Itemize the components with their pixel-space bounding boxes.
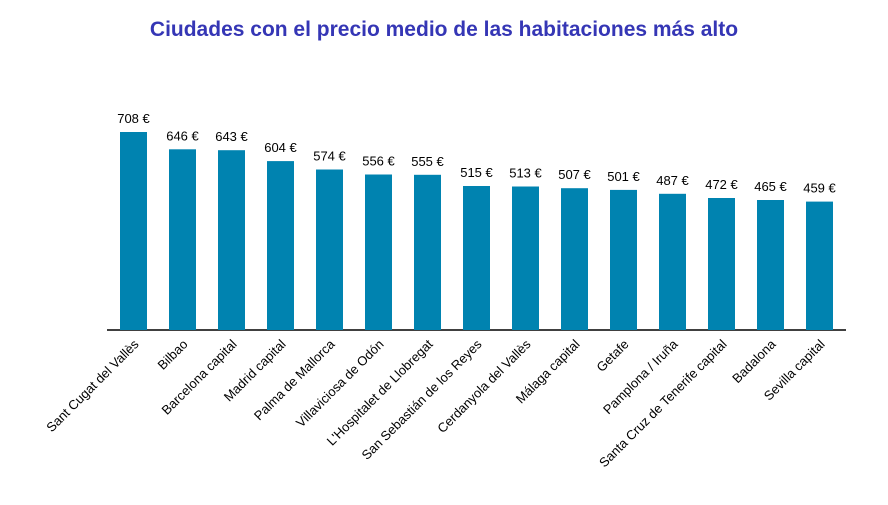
- x-tick-label: Palma de Mallorca: [251, 336, 338, 423]
- bar-13: [757, 200, 784, 330]
- bar-14: [806, 201, 833, 330]
- x-tick-label: Villaviciosa de Odón: [293, 337, 387, 431]
- bar-4: [316, 169, 343, 330]
- bar-value-label: 515 €: [460, 165, 493, 180]
- bar-3: [267, 161, 294, 330]
- bar-10: [610, 189, 637, 330]
- x-tick-label: Getafe: [593, 337, 631, 375]
- bar-0: [120, 132, 147, 330]
- bar-9: [561, 188, 588, 330]
- x-tick-label: Sant Cugat del Vallès: [43, 336, 142, 435]
- bar-value-label: 604 €: [264, 140, 297, 155]
- bars-group: [120, 132, 833, 330]
- bar-value-label: 507 €: [558, 167, 591, 182]
- x-tick-label: Cerdanyola del Vallès: [434, 336, 534, 436]
- bar-5: [365, 174, 392, 330]
- bar-value-label: 574 €: [313, 149, 346, 164]
- bar-value-label: 487 €: [656, 173, 689, 188]
- bar-8: [512, 186, 539, 330]
- bar-value-label: 472 €: [705, 177, 738, 192]
- bar-12: [708, 198, 735, 330]
- x-tick-label: Badalona: [729, 336, 779, 386]
- bar-7: [463, 186, 490, 330]
- bar-value-label: 643 €: [215, 129, 248, 144]
- chart-title: Ciudades con el precio medio de las habi…: [149, 18, 739, 41]
- bar-value-label: 555 €: [411, 154, 444, 169]
- bar-value-label: 646 €: [166, 128, 199, 143]
- bar-value-label: 501 €: [607, 169, 640, 184]
- bar-11: [659, 193, 686, 330]
- bar-value-label: 459 €: [803, 181, 836, 196]
- bar-6: [414, 174, 441, 330]
- bar-2: [218, 150, 245, 330]
- bar-1: [169, 149, 196, 330]
- bar-value-label: 465 €: [754, 179, 787, 194]
- bar-value-label: 556 €: [362, 154, 395, 169]
- bar-value-label: 708 €: [117, 111, 150, 126]
- x-tick-label: Bilbao: [154, 337, 190, 373]
- value-labels-group: 708 € 646 € 643 € 604 € 574 € 556 € 555 € 515 €…: [117, 111, 836, 196]
- bar-value-label: 513 €: [509, 166, 542, 181]
